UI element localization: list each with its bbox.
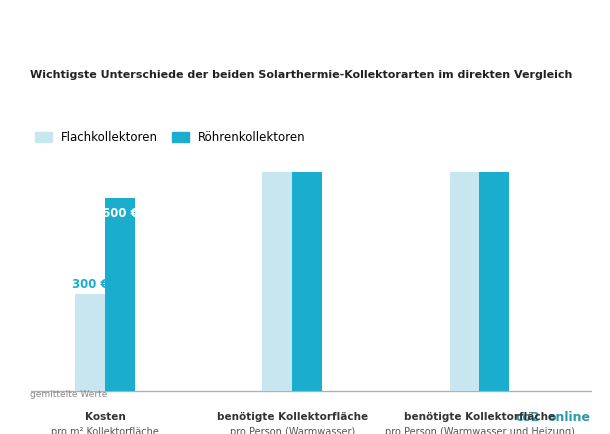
Text: ©©©©  Stand 01/2017   |   Daten und Grafik: www.co2online.de: ©©©© Stand 01/2017 | Daten und Grafik: w… [18,413,267,422]
Text: 300 €: 300 € [72,278,109,291]
Text: Kosten: Kosten [85,412,126,422]
Text: benötigte Kollektorfläche: benötigte Kollektorfläche [404,412,555,422]
Text: Kollektorfläche bei Solarthermieanlagen: Kollektorfläche bei Solarthermieanlagen [60,19,550,39]
Text: co2: co2 [515,411,540,424]
Polygon shape [445,401,610,434]
Text: pro Person (Warmwasser und Heizung): pro Person (Warmwasser und Heizung) [384,427,575,434]
Text: 600 €: 600 € [102,207,138,220]
Text: pro m² Kollektorfläche: pro m² Kollektorfläche [51,427,159,434]
Bar [262,0,292,391]
Text: gemittelte Werte: gemittelte Werte [30,390,108,399]
Bar [76,294,106,391]
Bar [106,197,135,391]
Text: Wichtigste Unterschiede der beiden Solarthermie-Kollektorarten im direkten Vergl: Wichtigste Unterschiede der beiden Solar… [30,70,573,80]
Text: online: online [547,411,590,424]
Bar [479,0,509,391]
Bar [292,0,322,391]
Text: benötigte Kollektorfläche: benötigte Kollektorfläche [217,412,368,422]
Legend: Flachkollektoren, Röhrenkollektoren: Flachkollektoren, Röhrenkollektoren [30,126,310,149]
Text: pro Person (Warmwasser): pro Person (Warmwasser) [230,427,355,434]
Bar [450,0,479,391]
